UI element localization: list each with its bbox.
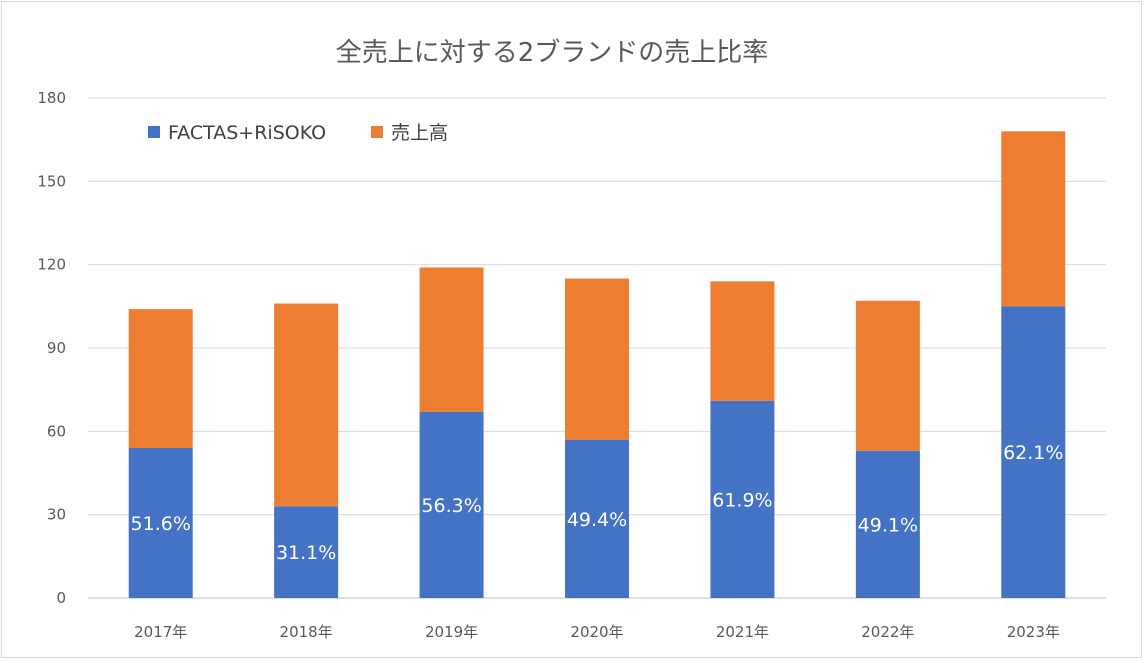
bar-brand-2018年 [274, 506, 339, 598]
x-tick-label: 2022年 [861, 623, 914, 641]
legend-swatch-brand [148, 126, 160, 138]
x-axis-ticks: 2017年 2018年 2019年 2020年 2021年 2022年 2023年 [134, 623, 1060, 641]
bar-sales-2022年 [855, 300, 920, 451]
data-label: 51.6% [131, 513, 191, 535]
bar-brand-2022年 [855, 450, 920, 598]
bar-sales-2018年 [274, 303, 339, 507]
y-tick-label: 60 [47, 422, 66, 440]
data-label: 62.1% [1003, 442, 1063, 464]
y-tick-label: 0 [56, 589, 66, 607]
x-tick-label: 2017年 [134, 623, 187, 641]
bar-brand-2017年 [128, 448, 193, 598]
bar-sales-2023年 [1001, 131, 1066, 307]
chart-title: 全売上に対する2ブランドの売上比率 [336, 38, 769, 68]
bar-sales-2020年 [565, 278, 629, 440]
bars [128, 131, 1066, 598]
bar-brand-2023年 [1001, 306, 1066, 598]
x-tick-label: 2020年 [570, 623, 623, 641]
data-label: 49.4% [567, 509, 627, 531]
gridlines [88, 97, 1106, 599]
y-tick-label: 30 [47, 506, 66, 524]
bar-sales-2021年 [710, 281, 775, 401]
bar-brand-2019年 [419, 411, 484, 598]
y-axis-ticks: 0 30 60 90 120 150 180 [37, 89, 66, 607]
data-label: 49.1% [858, 514, 918, 536]
y-tick-label: 120 [37, 256, 66, 274]
data-label: 31.1% [276, 542, 336, 564]
bar-sales-2019年 [419, 267, 484, 412]
legend-label: FACTAS+RiSOKO [168, 122, 326, 144]
data-labels: 51.6% 31.1% 56.3% 49.4% 61.9% 49.1% 62.1% [131, 442, 1064, 564]
y-tick-label: 180 [37, 89, 66, 107]
bar-brand-2020年 [565, 439, 629, 598]
y-tick-label: 90 [47, 339, 66, 357]
x-tick-label: 2023年 [1007, 623, 1060, 641]
legend-swatch-sales [371, 126, 383, 138]
data-label: 61.9% [712, 489, 772, 511]
x-tick-label: 2021年 [716, 623, 769, 641]
y-tick-label: 150 [37, 172, 66, 190]
x-tick-label: 2019年 [425, 623, 478, 641]
legend: FACTAS+RiSOKO 売上高 [148, 122, 448, 144]
bar-brand-2021年 [710, 400, 775, 598]
x-tick-label: 2018年 [280, 623, 333, 641]
bar-sales-2017年 [128, 309, 193, 448]
legend-label: 売上高 [391, 122, 448, 144]
data-label: 56.3% [421, 495, 481, 517]
